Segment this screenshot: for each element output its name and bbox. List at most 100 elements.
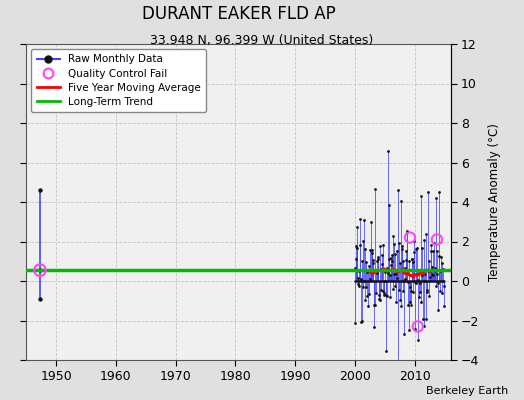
Point [411,278,419,284]
Point [411,278,419,284]
Point [401,278,410,284]
Point [416,278,424,284]
Point [399,258,407,264]
Point [370,324,379,330]
Point [415,270,423,276]
Point [402,278,411,284]
Point [366,278,375,284]
Point [374,278,382,284]
Point [407,302,415,308]
Point [358,258,366,264]
Point [371,278,379,284]
Point [361,278,369,284]
Point [366,278,374,284]
Point [381,278,389,284]
Point [384,148,392,154]
Point [420,278,429,284]
Point [406,278,414,284]
Point [408,278,416,284]
Point [397,303,406,309]
Point [376,278,385,284]
Point [363,278,371,284]
Point [403,278,411,284]
Point [434,189,443,195]
Point [418,272,427,278]
Point [436,278,444,284]
Point [395,278,403,284]
Point [405,278,413,284]
Point [414,294,423,300]
Point [359,278,367,284]
Point [363,278,372,284]
Point [434,280,442,287]
Point [394,187,402,193]
Text: 33.948 N, 96.399 W (United States): 33.948 N, 96.399 W (United States) [150,34,374,47]
Point [370,278,379,284]
Point [426,278,434,284]
Point [380,290,388,296]
Point [396,278,405,284]
Point [408,256,417,262]
Point [379,278,387,284]
Point [360,216,368,223]
Point [433,236,441,243]
Point [429,272,438,278]
Point [432,282,440,289]
Point [409,278,417,284]
Point [403,278,412,285]
Point [383,264,391,271]
Point [372,290,380,296]
Point [400,278,409,284]
Point [361,278,369,284]
Point [368,247,376,254]
Point [381,292,390,298]
Point [387,278,396,284]
Point [351,265,359,271]
Point [402,248,410,254]
Point [375,292,384,298]
Point [405,278,413,284]
Point [364,303,372,310]
Point [367,218,376,225]
Point [370,278,378,284]
Point [429,247,437,254]
Point [439,278,447,284]
Point [438,278,446,284]
Point [391,283,399,289]
Point [387,262,395,268]
Point [436,288,444,294]
Point [414,276,422,283]
Point [395,287,403,293]
Point [391,251,399,258]
Point [420,322,429,329]
Point [374,278,383,284]
Point [370,302,378,308]
Point [429,278,437,284]
Point [358,278,367,284]
Point [425,268,434,274]
Point [361,245,369,252]
Point [416,289,424,296]
Point [390,241,398,247]
Point [412,278,420,284]
Point [351,278,359,284]
Point [402,229,411,236]
Point [355,283,364,290]
Point [372,278,380,284]
Point [422,278,430,284]
Point [407,278,416,284]
Point [440,278,448,284]
Point [412,280,420,286]
Point [418,245,426,251]
Point [416,278,424,284]
Point [414,278,423,284]
Point [372,269,380,275]
Point [410,278,419,284]
Text: Berkeley Earth: Berkeley Earth [426,386,508,396]
Point [421,278,429,284]
Point [431,278,439,284]
Point [411,278,420,284]
Point [394,359,402,366]
Point [433,278,442,284]
Point [386,278,394,284]
